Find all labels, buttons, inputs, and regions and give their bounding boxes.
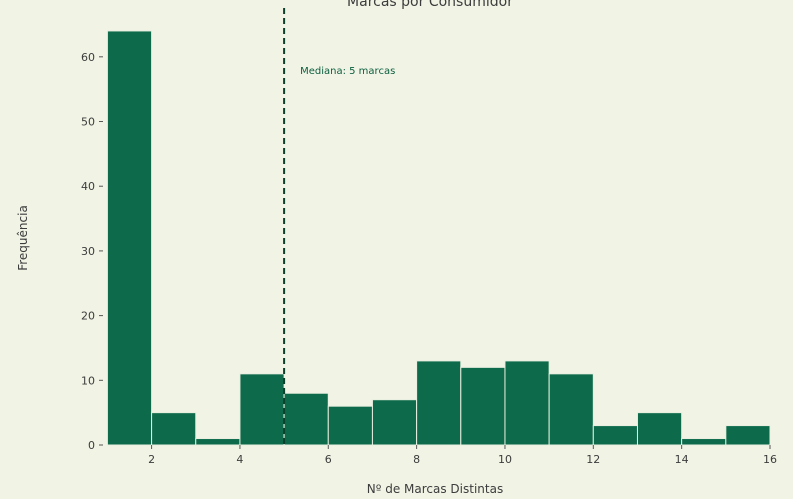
histogram-bar-6: [327, 405, 373, 446]
x-tick-label: 10: [498, 453, 512, 466]
histogram-bar-10: [504, 360, 550, 446]
histogram-bar-9: [460, 366, 506, 446]
histogram-bar-15: [725, 425, 771, 446]
histogram-bar-8: [416, 360, 462, 446]
x-axis: 2 4 6 8 10 12 14 16: [148, 445, 777, 466]
x-tick-label: 14: [675, 453, 689, 466]
y-tick-label: 10: [81, 374, 95, 387]
bars-group: [106, 30, 771, 446]
x-tick-label: 16: [763, 453, 777, 466]
x-tick-label: 8: [413, 453, 420, 466]
y-tick-label: 0: [88, 439, 95, 452]
x-tick-label: 4: [236, 453, 243, 466]
histogram-bar-13: [636, 412, 683, 446]
histogram-bar-1: [106, 30, 153, 446]
median-annotation: Mediana: 5 marcas: [300, 66, 395, 77]
y-tick-label: 40: [81, 180, 95, 193]
y-tick-label: 30: [81, 245, 95, 258]
y-tick-label: 20: [81, 310, 95, 323]
y-tick-label: 50: [81, 116, 95, 129]
histogram-bar-5: [283, 392, 329, 446]
histogram-bar-12: [592, 425, 638, 446]
histogram-bar-14: [681, 438, 727, 446]
x-tick-label: 6: [325, 453, 332, 466]
histogram-bar-4: [239, 373, 285, 446]
y-axis: 0 10 20 30 40 50 60: [81, 51, 103, 452]
x-axis-label: Nº de Marcas Distintas: [367, 482, 503, 496]
histogram-bar-3: [195, 438, 241, 446]
y-axis-label: Frequência: [16, 205, 30, 271]
y-tick-label: 60: [81, 51, 95, 64]
histogram-bar-2: [151, 412, 197, 446]
histogram-bar-11: [548, 373, 594, 446]
chart-title: Marcas por Consumidor: [347, 0, 513, 10]
x-tick-label: 2: [148, 453, 155, 466]
histogram-bar-7: [371, 399, 418, 446]
x-tick-label: 12: [586, 453, 600, 466]
